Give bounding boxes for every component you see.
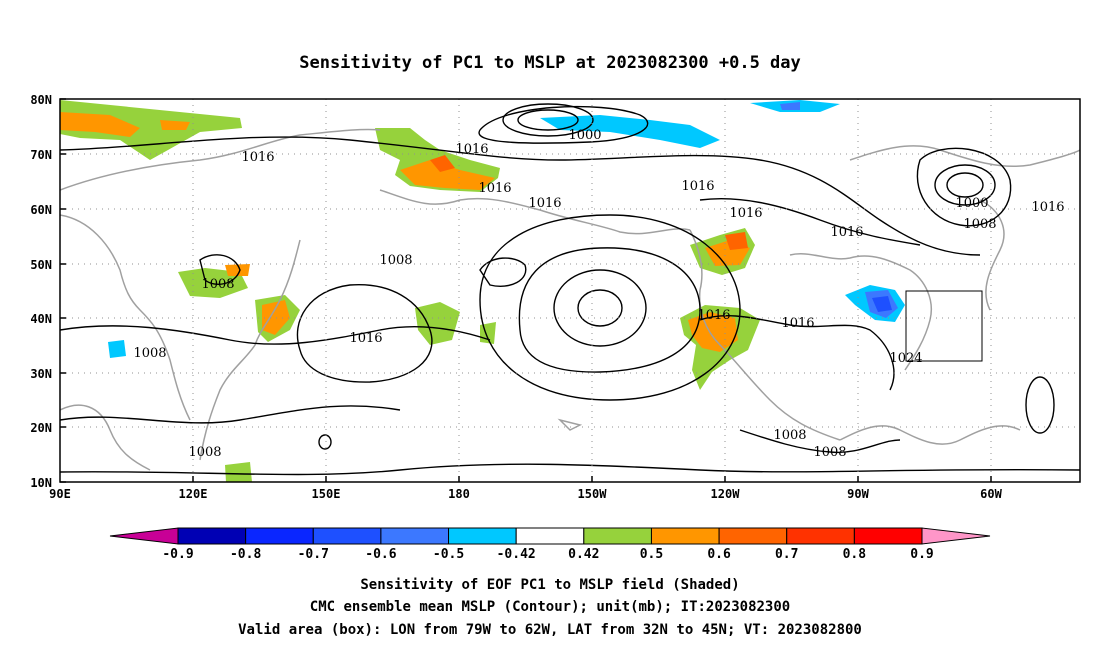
contour-label: 1016 — [349, 331, 382, 346]
lat-lon-grid — [60, 99, 1080, 482]
colorbar-labels: -0.9 -0.8 -0.7 -0.6 -0.5 -0.42 0.42 0.5 0.6 0.7 0.… — [162, 547, 933, 562]
coastlines — [60, 128, 1080, 471]
positive-sensitivity-region — [225, 462, 252, 482]
colorbar-segment — [583, 527, 652, 545]
colorbar-label: 0.9 — [910, 547, 933, 562]
colorbar — [109, 527, 991, 545]
positive-sensitivity-region — [415, 302, 460, 345]
positive-sensitivity-region — [400, 160, 495, 190]
lat-label: 20N — [30, 421, 52, 435]
lon-label: 150E — [312, 487, 341, 501]
positive-sensitivity-region — [160, 120, 190, 130]
contour-label: 1016 — [478, 181, 511, 196]
colorbar-label: 0.6 — [707, 547, 731, 562]
colorbar-segment — [245, 527, 314, 545]
colorbar-label: 0.8 — [843, 547, 867, 562]
colorbar-segment — [515, 527, 585, 545]
contour-label: 1008 — [379, 253, 412, 268]
contour-label: 1016 — [455, 142, 488, 157]
positive-sensitivity-region — [60, 112, 140, 137]
contour-label: 1016 — [1031, 200, 1064, 215]
negative-sensitivity-region — [780, 102, 800, 110]
colorbar-label: 0.7 — [775, 547, 798, 562]
colorbar-segment — [312, 527, 382, 545]
lon-label: 90W — [847, 487, 869, 501]
contour-label: 1016 — [729, 206, 762, 221]
map-title: Sensitivity of PC1 to MSLP at 2023082300… — [299, 53, 801, 73]
longitude-labels: 90E 120E 150E 180 150W 120W 90W 60W — [49, 487, 1002, 501]
lon-label: 60W — [980, 487, 1002, 501]
lat-label: 60N — [30, 203, 52, 217]
caption-line-3: Valid area (box): LON from 79W to 62W, L… — [238, 622, 862, 638]
caption-line-2: CMC ensemble mean MSLP (Contour); unit(m… — [310, 599, 790, 615]
lat-label: 80N — [30, 93, 52, 107]
contour-label: 1008 — [963, 217, 996, 232]
negative-sensitivity-region — [108, 340, 126, 358]
lat-label: 70N — [30, 148, 52, 162]
lat-label: 30N — [30, 367, 52, 381]
colorbar-label: -0.6 — [365, 547, 396, 562]
valid-area-box — [905, 290, 983, 362]
colorbar-label: 0.5 — [640, 547, 663, 562]
colorbar-segment — [786, 527, 855, 545]
lon-label: 180 — [448, 487, 470, 501]
contour-label: 1016 — [830, 225, 863, 240]
colorbar-high-arrow — [921, 527, 991, 545]
contour-label: 1016 — [781, 316, 814, 331]
map-border — [59, 98, 1081, 483]
lon-label: 90E — [49, 487, 71, 501]
axis-ticks — [60, 98, 992, 483]
contour-labels: 1000 1000 1008 1008 1008 1008 1008 1008 … — [133, 128, 1064, 460]
colorbar-low-arrow — [109, 527, 179, 545]
contour-label: 1008 — [201, 277, 234, 292]
colorbar-segment — [718, 527, 788, 545]
colorbar-segment — [177, 527, 247, 545]
contour-label: 1016 — [241, 150, 274, 165]
colorbar-label: -0.7 — [298, 547, 329, 562]
colorbar-label: -0.42 — [497, 547, 536, 562]
contour-label: 1008 — [188, 445, 221, 460]
caption-line-1: Sensitivity of EOF PC1 to MSLP field (Sh… — [360, 577, 739, 593]
positive-sensitivity-region — [430, 155, 455, 172]
negative-sensitivity-region — [872, 296, 892, 312]
colorbar-label: 0.42 — [568, 547, 599, 562]
contour-label: 1016 — [697, 308, 730, 323]
negative-sensitivity-region — [540, 115, 720, 148]
lon-label: 120E — [179, 487, 208, 501]
lon-label: 120W — [711, 487, 741, 501]
lat-label: 50N — [30, 258, 52, 272]
contour-label: 1016 — [528, 196, 561, 211]
lat-label: 10N — [30, 476, 52, 490]
latitude-labels: 80N 70N 60N 50N 40N 30N 20N 10N — [30, 93, 52, 490]
contour-label: 1008 — [133, 346, 166, 361]
colorbar-segment — [380, 527, 450, 545]
colorbar-segment — [650, 527, 720, 545]
lon-label: 150W — [578, 487, 608, 501]
contour-label: 1000 — [955, 196, 988, 211]
positive-sensitivity-region — [225, 264, 250, 276]
colorbar-label: -0.9 — [162, 547, 193, 562]
colorbar-segment — [448, 527, 517, 545]
positive-sensitivity-region — [725, 232, 748, 250]
caption: Sensitivity of EOF PC1 to MSLP field (Sh… — [238, 577, 862, 638]
colorbar-segment — [853, 527, 923, 545]
colorbar-label: -0.5 — [433, 547, 464, 562]
contour-label: 1008 — [773, 428, 806, 443]
lat-label: 40N — [30, 312, 52, 326]
contour-label: 1008 — [813, 445, 846, 460]
contour-label: 1016 — [681, 179, 714, 194]
contour-label: 1000 — [568, 128, 601, 143]
colorbar-label: -0.8 — [230, 547, 261, 562]
